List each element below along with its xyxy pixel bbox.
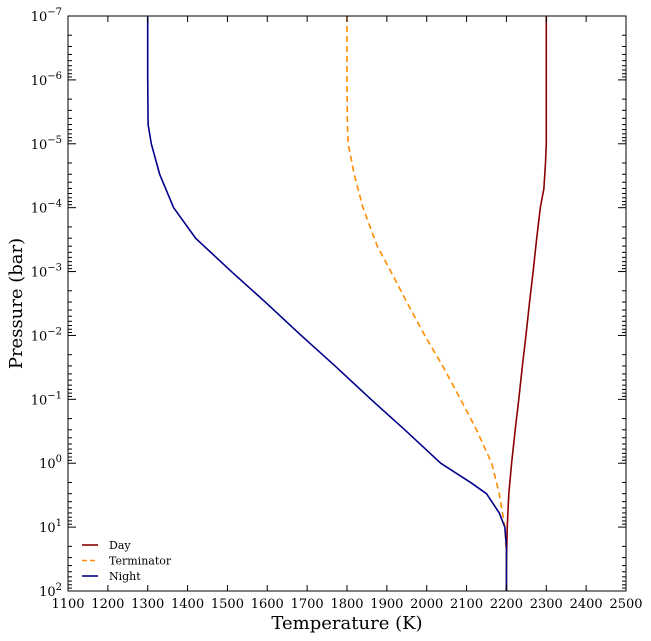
x-axis-ticks: 1100 1200 1300 1400 1500 1600 1700 1800 1900 2000… <box>51 16 643 612</box>
y-tick-label: 10−7 <box>31 7 62 25</box>
x-tick-label: 1800 <box>330 597 363 612</box>
y-tick-label: 10−2 <box>31 326 62 344</box>
y-axis-title: Pressure (bar) <box>6 238 27 369</box>
plot-frame <box>67 15 627 592</box>
y-tick-label: 10−5 <box>31 135 62 153</box>
x-tick-label: 1300 <box>131 597 164 612</box>
y-tick-label: 101 <box>39 518 62 536</box>
x-tick-label: 1600 <box>251 597 284 612</box>
y-axis-ticks: 10−7 10−6 10−5 10−4 10−3 10−2 10−1 100 101 102 <box>31 7 626 600</box>
y-tick-label: 10−1 <box>31 390 62 408</box>
x-tick-label: 2400 <box>570 597 603 612</box>
x-tick-label: 1700 <box>291 597 324 612</box>
series-line-terminator <box>346 16 508 591</box>
x-tick-label: 2300 <box>530 597 563 612</box>
y-tick-label: 10−3 <box>31 263 62 281</box>
series-line-day <box>505 16 548 591</box>
series-line-night <box>146 16 508 591</box>
legend-label-night: Night <box>109 570 141 583</box>
x-tick-label: 1400 <box>171 597 204 612</box>
x-tick-label: 1200 <box>91 597 124 612</box>
y-tick-label: 10−6 <box>31 71 62 89</box>
plot-area <box>146 16 548 591</box>
x-tick-label: 1100 <box>51 597 84 612</box>
x-tick-label: 1900 <box>370 597 403 612</box>
legend-label-day: Day <box>109 539 131 552</box>
x-tick-label: 2000 <box>410 597 443 612</box>
legend-label-terminator: Terminator <box>109 555 172 568</box>
x-axis-title: Temperature (K) <box>271 613 422 634</box>
y-tick-label: 100 <box>39 454 62 472</box>
x-tick-label: 2500 <box>609 597 642 612</box>
x-tick-label: 2100 <box>450 597 483 612</box>
x-tick-label: 2200 <box>490 597 523 612</box>
legend: Day Terminator Night <box>82 539 172 583</box>
x-tick-label: 1500 <box>211 597 244 612</box>
y-tick-label: 10−4 <box>31 199 62 217</box>
y-tick-label: 102 <box>39 582 62 600</box>
